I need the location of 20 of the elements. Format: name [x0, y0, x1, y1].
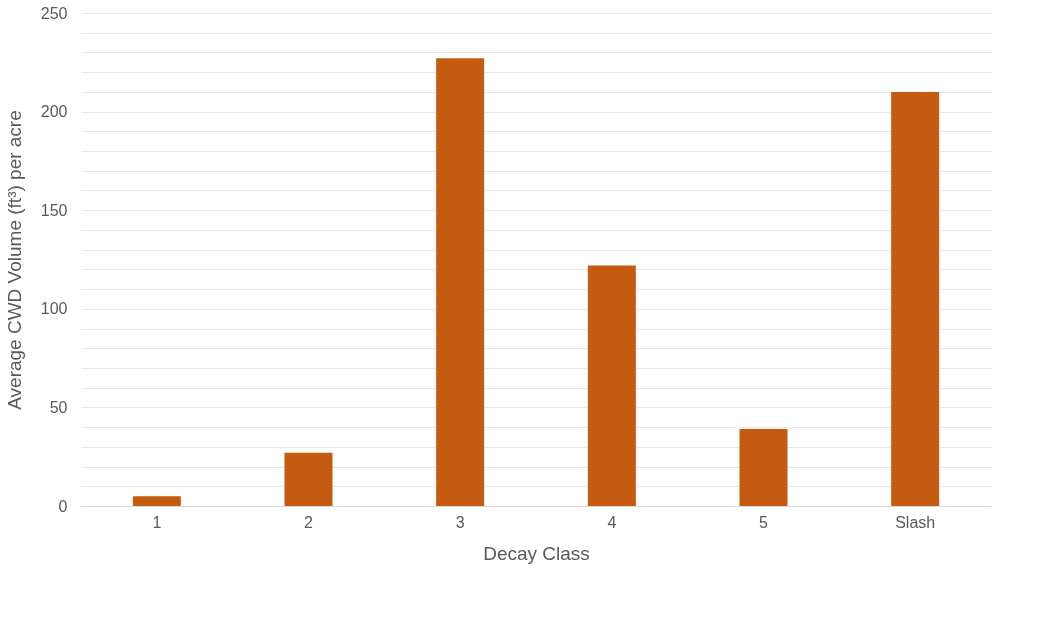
- y-tick-label: 250: [40, 4, 68, 22]
- x-tick-label: 4: [607, 513, 617, 531]
- bar: [739, 429, 788, 506]
- bar: [891, 91, 940, 506]
- y-tick-label: 150: [40, 201, 68, 219]
- x-tick-label: Slash: [895, 513, 936, 531]
- bar: [587, 265, 636, 506]
- y-tick-label: 200: [40, 103, 68, 121]
- x-tick-label: 3: [455, 513, 465, 531]
- x-tick-label: 5: [759, 513, 769, 531]
- bar: [132, 496, 181, 506]
- y-tick-label: 0: [58, 497, 68, 515]
- x-tick-label: 2: [304, 513, 314, 531]
- y-axis-title: Average CWD Volume (ft³) per acre: [3, 110, 25, 410]
- y-tick-label: 100: [40, 300, 68, 318]
- x-tick-label: 1: [152, 513, 162, 531]
- y-tick-label: 50: [49, 398, 68, 416]
- bar: [284, 452, 333, 506]
- bar: [436, 58, 485, 506]
- x-axis-title: Decay Class: [483, 542, 590, 564]
